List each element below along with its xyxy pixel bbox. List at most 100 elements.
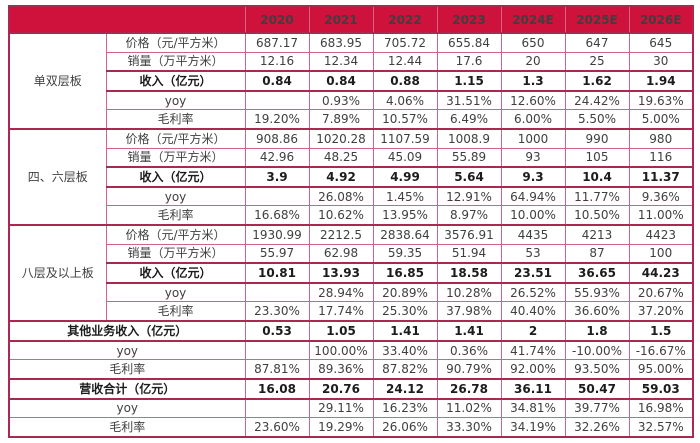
data-cell: 10.00% (500, 205, 566, 226)
table-row: 收入（亿元） 10.81 13.93 16.85 18.58 23.51 36.65 44.2… (9, 262, 694, 284)
data-cell: 29.11% (308, 398, 374, 419)
data-cell: 42.96 (244, 147, 310, 168)
data-cell: 25.30% (372, 301, 438, 322)
data-cell: 4.92 (308, 166, 374, 188)
summary-row-label: 营收合计（亿元） (8, 377, 246, 400)
table-row: 其他业务收入（亿元） 0.53 1.05 1.41 1.41 2 1.8 1.5 (8, 320, 694, 342)
group-label: 八层及以上板 (8, 224, 107, 322)
row-label: 毛利率 (105, 301, 246, 322)
data-cell: 16.08 (244, 377, 310, 400)
table-row: 销量（万平方米） 12.16 12.34 12.44 17.6 20 25 30 (9, 51, 694, 72)
table-row: yoy 100.00% 33.40% 0.36% 41.74% -10.00% -16.67… (8, 340, 694, 361)
data-cell: 990 (564, 128, 630, 149)
table-row: 毛利率 19.20% 7.89% 10.57% 6.49% 6.00% 5.50% 5.00% (9, 109, 694, 130)
table-row: 毛利率 23.60% 19.29% 26.06% 33.30% 34.19% 32.26% 3… (8, 417, 694, 438)
header-year-2026e: 2026E (628, 5, 694, 34)
data-cell: 55.93% (564, 282, 630, 303)
data-cell: 18.58 (436, 262, 502, 284)
data-cell: 95.00% (628, 359, 694, 380)
data-cell: 5.50% (564, 109, 630, 130)
data-cell: 25 (564, 51, 630, 72)
data-cell: 26.78 (436, 377, 502, 400)
data-cell: 683.95 (308, 31, 374, 53)
data-cell: 12.16 (244, 51, 310, 72)
data-cell: 53 (500, 243, 566, 264)
data-cell: 87.82% (372, 359, 438, 380)
data-cell: 36.65 (564, 262, 630, 284)
data-cell: 645 (628, 31, 694, 53)
data-cell: 11.00% (628, 205, 694, 226)
data-cell: 1.62 (564, 70, 630, 92)
data-cell: 1020.28 (308, 128, 374, 149)
data-cell: 1.5 (628, 320, 694, 342)
data-cell: 37.98% (436, 301, 502, 322)
data-cell: 1008.9 (436, 128, 502, 149)
data-cell: 90.79% (436, 359, 502, 380)
data-cell: 0.84 (308, 70, 374, 92)
header-corner (8, 5, 246, 34)
row-label: 价格（元/平方米） (105, 128, 246, 149)
data-cell: 1.8 (564, 320, 630, 342)
data-cell (244, 186, 310, 207)
data-cell: 2212.5 (308, 224, 374, 245)
data-cell: 10.50% (564, 205, 630, 226)
data-cell: 9.36% (628, 186, 694, 207)
summary-row-label: 毛利率 (8, 417, 246, 438)
data-cell: 17.6 (436, 51, 502, 72)
data-cell (244, 90, 310, 111)
data-cell: 100 (628, 243, 694, 264)
data-cell: 59.35 (372, 243, 438, 264)
table-row: 单双层板 价格（元/平方米） 687.17 683.95 705.72 655.84 650… (8, 31, 694, 130)
data-cell: 4.06% (372, 90, 438, 111)
data-cell: 93.50% (564, 359, 630, 380)
data-cell: 26.06% (372, 417, 438, 438)
data-cell: 687.17 (244, 31, 310, 53)
data-cell: 55.97 (244, 243, 310, 264)
table-row: 八层及以上板 价格（元/平方米） 1930.99 2212.5 2838.64 3576.… (8, 224, 694, 322)
row-label: 价格（元/平方米） (105, 224, 246, 245)
data-cell: 34.81% (500, 398, 566, 419)
row-label: yoy (105, 186, 246, 207)
data-cell: 51.94 (436, 243, 502, 264)
data-cell: 93 (500, 147, 566, 168)
summary-row-label: yoy (8, 340, 246, 361)
row-label: 毛利率 (105, 205, 246, 226)
table-row: 毛利率 87.81% 89.36% 87.82% 90.79% 92.00% 93.50% 9… (8, 359, 694, 380)
data-cell (244, 340, 310, 361)
data-cell: 3.9 (244, 166, 310, 188)
row-label: 销量（万平方米） (105, 51, 246, 72)
data-cell: 30 (628, 51, 694, 72)
data-cell: 36.60% (564, 301, 630, 322)
data-cell: 1.15 (436, 70, 502, 92)
data-cell: 13.95% (372, 205, 438, 226)
data-cell: 5.64 (436, 166, 502, 188)
table-row: 营收合计（亿元） 16.08 20.76 24.12 26.78 36.11 50.47 59… (8, 377, 694, 400)
table-row: 收入（亿元） 0.84 0.84 0.88 1.15 1.3 1.62 1.94 (9, 70, 694, 92)
table-row: yoy 0.93% 4.06% 31.51% 12.60% 24.42% 19.63% (9, 90, 694, 111)
data-cell: 13.93 (308, 262, 374, 284)
row-label: 收入（亿元） (105, 262, 246, 284)
data-cell: 10.62% (308, 205, 374, 226)
data-cell: 10.57% (372, 109, 438, 130)
data-cell: 2 (500, 320, 566, 342)
data-cell: 31.51% (436, 90, 502, 111)
data-cell: 39.77% (564, 398, 630, 419)
data-cell: 6.49% (436, 109, 502, 130)
data-cell: 48.25 (308, 147, 374, 168)
data-cell: 28.94% (308, 282, 374, 303)
data-cell: 20.89% (372, 282, 438, 303)
data-cell: 1.41 (436, 320, 502, 342)
data-cell: 40.40% (500, 301, 566, 322)
data-cell: 5.00% (628, 109, 694, 130)
row-label: 销量（万平方米） (105, 243, 246, 264)
data-cell: 62.98 (308, 243, 374, 264)
data-cell: 16.98% (628, 398, 694, 419)
data-cell: 1.41 (372, 320, 438, 342)
data-cell: 1.3 (500, 70, 566, 92)
data-cell: -10.00% (564, 340, 630, 361)
data-cell: 7.89% (308, 109, 374, 130)
data-cell: 4213 (564, 224, 630, 245)
data-cell: 34.19% (500, 417, 566, 438)
data-cell: 1000 (500, 128, 566, 149)
data-cell: 87.81% (244, 359, 310, 380)
